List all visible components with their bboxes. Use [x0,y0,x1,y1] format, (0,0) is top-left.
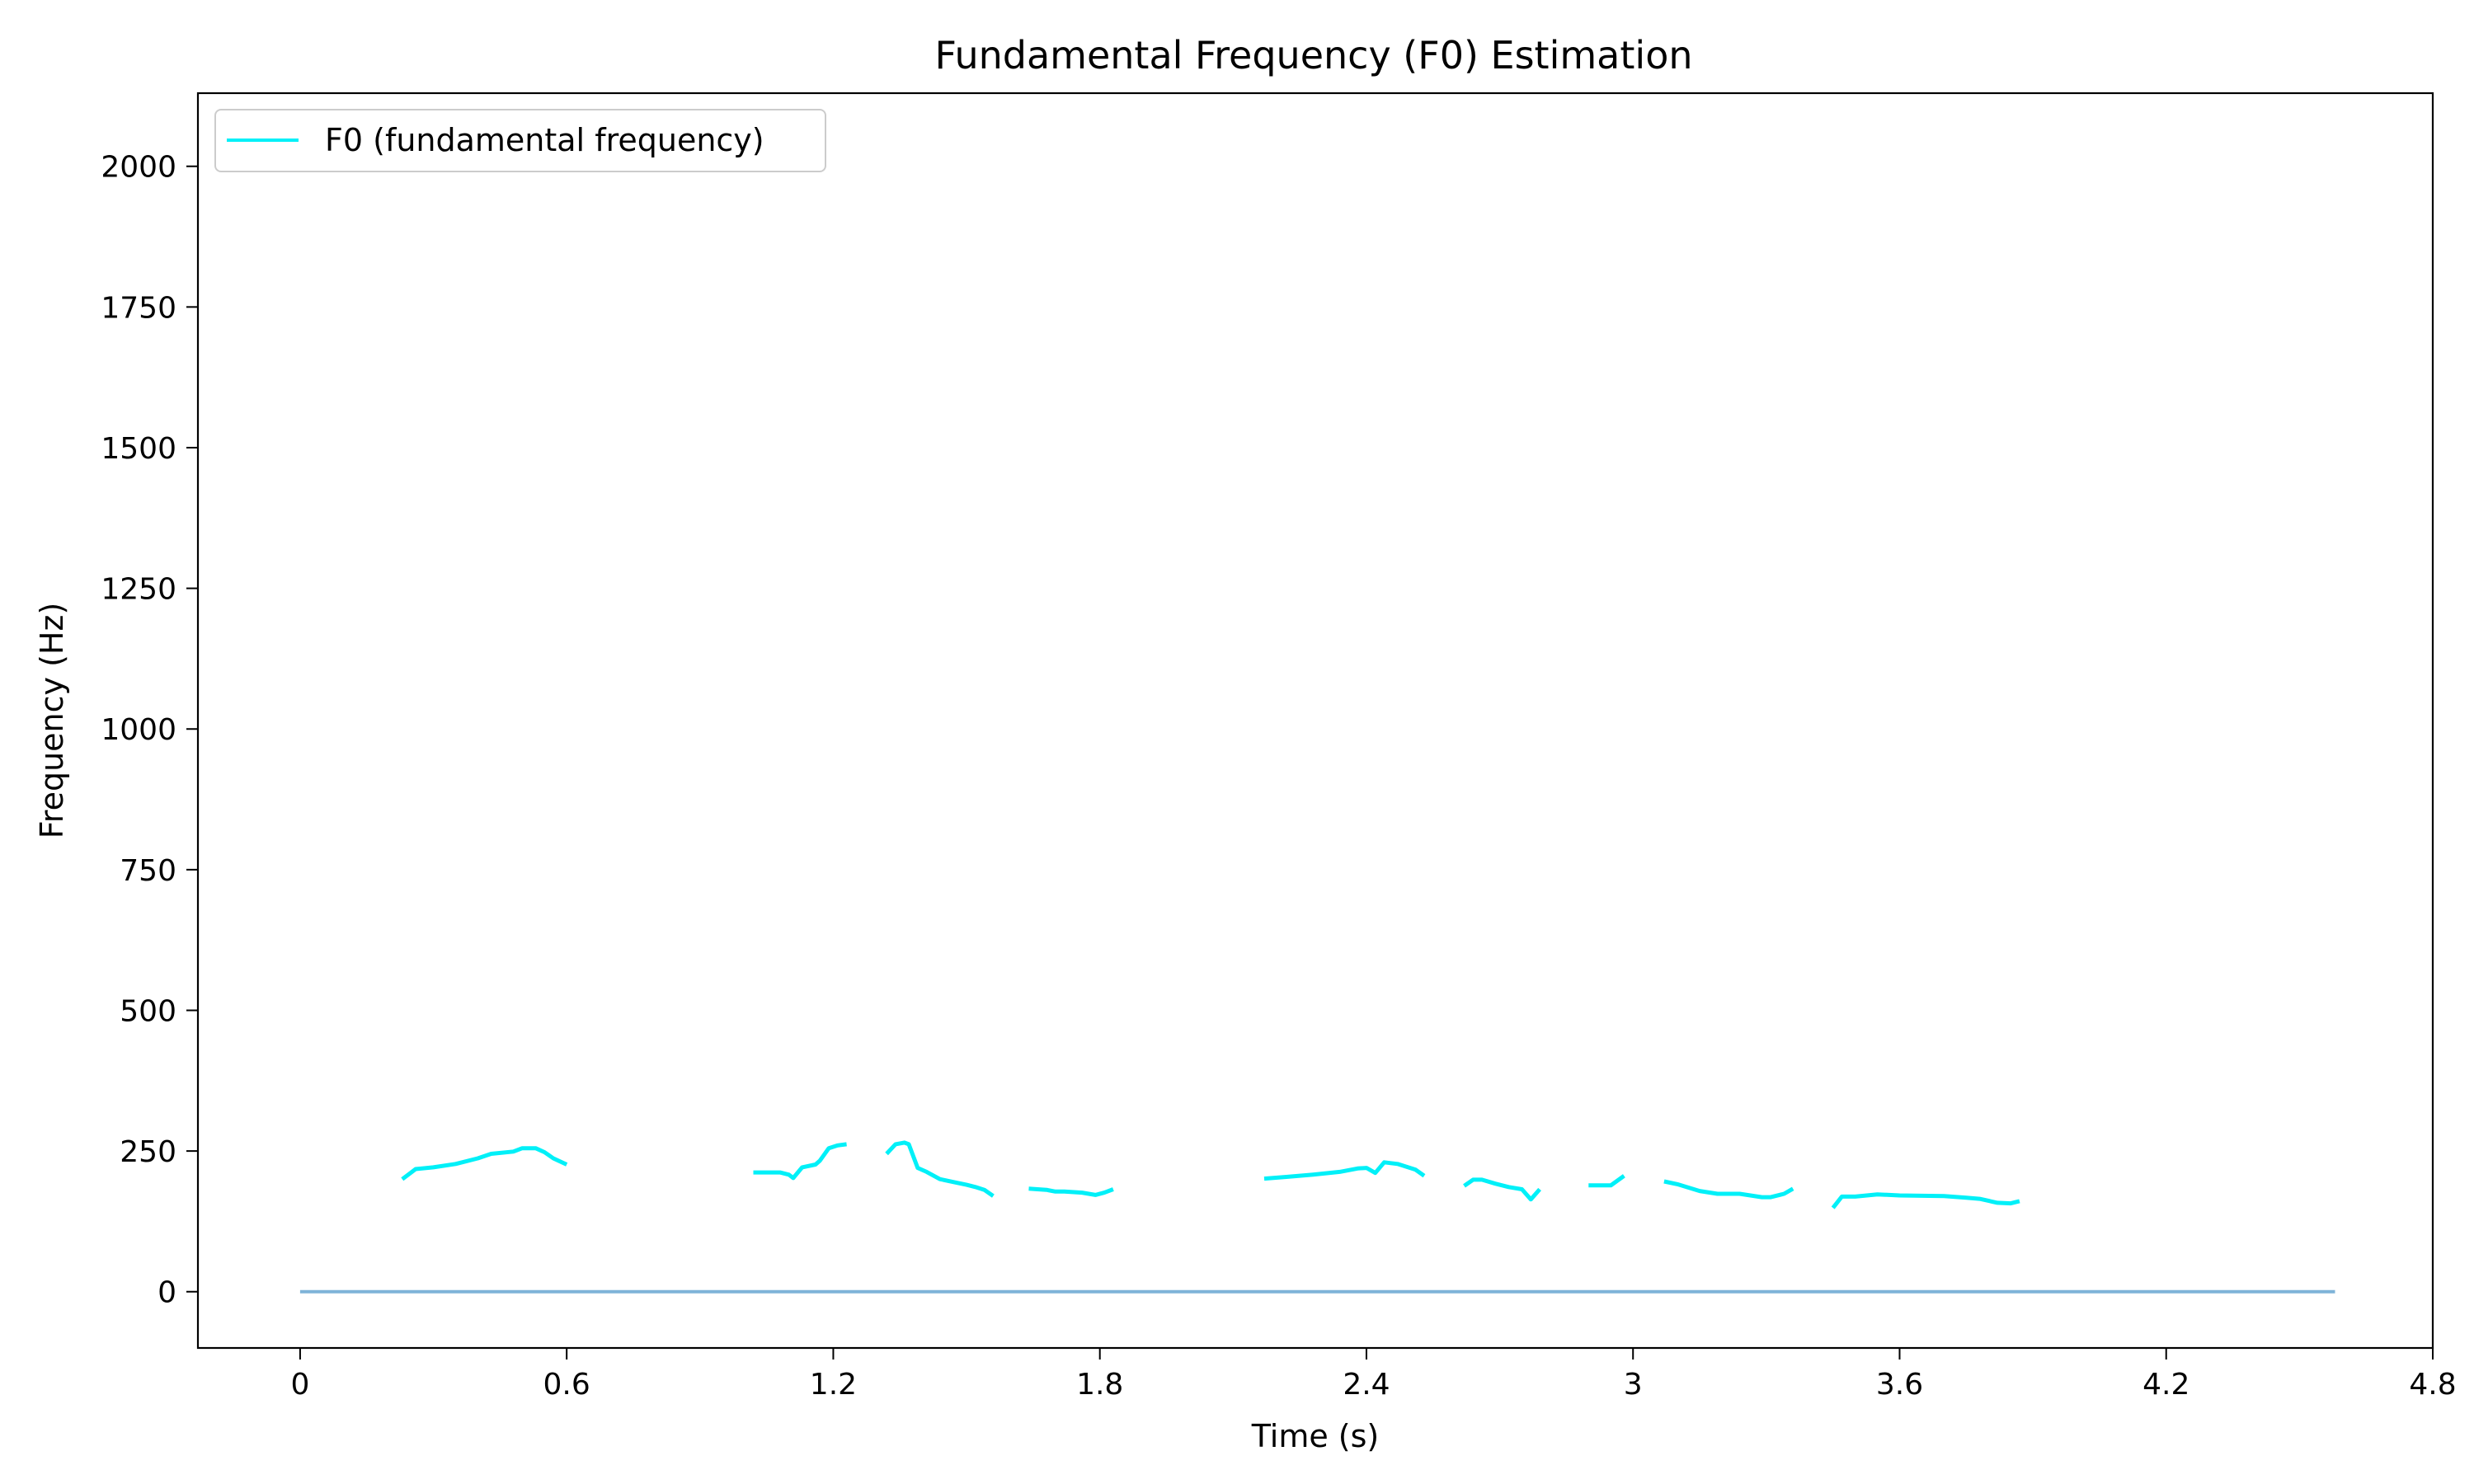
y-tick-label: 1000 [101,713,176,747]
x-tick-label: 3 [1624,1368,1643,1402]
x-axis-ticks: 0 0.6 1.2 1.8 2.4 3 3.6 4.2 4.8 [290,1348,2457,1402]
x-tick-label: 3.6 [1876,1368,1923,1402]
legend-label-f0: F0 (fundamental frequency) [325,122,764,158]
y-tick-label: 1750 [101,291,176,325]
f0-line-segment [1263,1160,1426,1181]
f0-line-segment [1028,1186,1114,1197]
legend-box [214,109,826,172]
x-tick-label: 1.8 [1076,1368,1123,1402]
f0-line-segment [1463,1177,1541,1202]
y-tick-label: 2000 [101,151,176,185]
series-group [299,1140,2335,1294]
y-tick-label: 1500 [101,432,176,466]
y-tick-label: 500 [120,994,176,1028]
x-tick-label: 0.6 [543,1368,590,1402]
y-axis-ticks: 0 250 500 750 1000 1250 1500 1750 2000 [101,151,198,1310]
y-tick-label: 750 [120,854,176,888]
f0-line-segment [401,1146,568,1181]
y-axis-label: Frequency (Hz) [34,603,70,839]
axes-frame [196,92,2434,1350]
f0-line-segment [1588,1174,1625,1188]
x-tick-label: 2.4 [1343,1368,1390,1402]
x-tick-label: 1.2 [810,1368,857,1402]
legend: F0 (fundamental frequency) [214,109,826,172]
x-tick-label: 4.8 [2409,1368,2456,1402]
y-tick-label: 0 [158,1276,176,1310]
y-tick-label: 1250 [101,573,176,607]
f0-line-segment [885,1140,995,1198]
chart-title: Fundamental Frequency (F0) Estimation [935,33,1693,77]
x-tick-label: 4.2 [2142,1368,2189,1402]
f0-line-segment [1663,1179,1794,1200]
x-axis-label: Time (s) [1251,1418,1380,1454]
x-tick-label: 0 [290,1368,309,1402]
y-tick-label: 250 [120,1135,176,1169]
f0-line-segment [753,1142,847,1181]
f0-line-segment [1831,1192,2020,1209]
